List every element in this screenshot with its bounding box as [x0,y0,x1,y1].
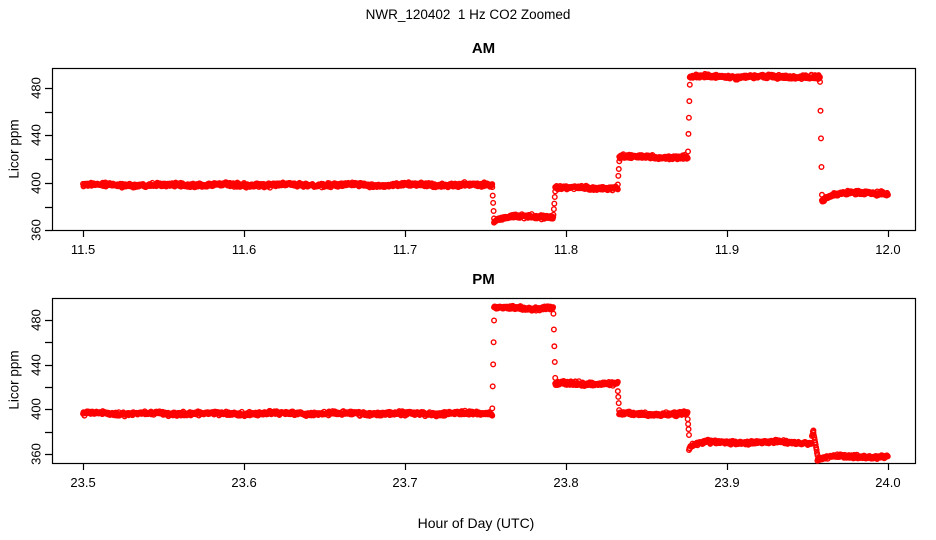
x-tick-label-pm: 23.8 [553,475,579,490]
y-tick-label-pm: 480 [28,309,44,331]
x-axis-label: Hour of Day (UTC) [417,515,535,531]
y-tick-label-pm: 400 [28,398,44,421]
x-tick-label-am: 11.7 [392,242,418,257]
x-tick-label-am: 11.9 [714,242,740,257]
x-tick-label-pm: 23.9 [714,475,740,490]
x-tick-label-pm: 23.5 [70,475,96,490]
panel-title-pm: PM [472,271,495,288]
x-tick-label-pm: 24.0 [875,475,901,490]
x-tick-label-am: 12.0 [875,242,901,257]
panel-title-am: AM [471,40,496,57]
y-axis-label-am: Licor ppm [6,119,22,179]
figure-title: NWR_120402 1 Hz CO2 Zoomed [365,7,571,22]
y-tick-label-am: 360 [28,219,44,242]
y-tick-label-am: 400 [28,172,44,194]
y-axis-label-pm: Licor ppm [6,350,22,410]
y-tick-label-pm: 440 [28,353,44,376]
y-tick-label-pm: 360 [28,443,44,465]
x-tick-label-am: 11.5 [70,242,96,257]
x-tick-label-am: 11.6 [231,242,257,257]
x-tick-label-pm: 23.7 [392,475,418,490]
x-tick-label-pm: 23.6 [231,475,257,490]
x-tick-label-am: 11.8 [553,242,579,257]
y-tick-label-am: 480 [28,77,44,99]
y-tick-label-am: 440 [28,124,44,147]
